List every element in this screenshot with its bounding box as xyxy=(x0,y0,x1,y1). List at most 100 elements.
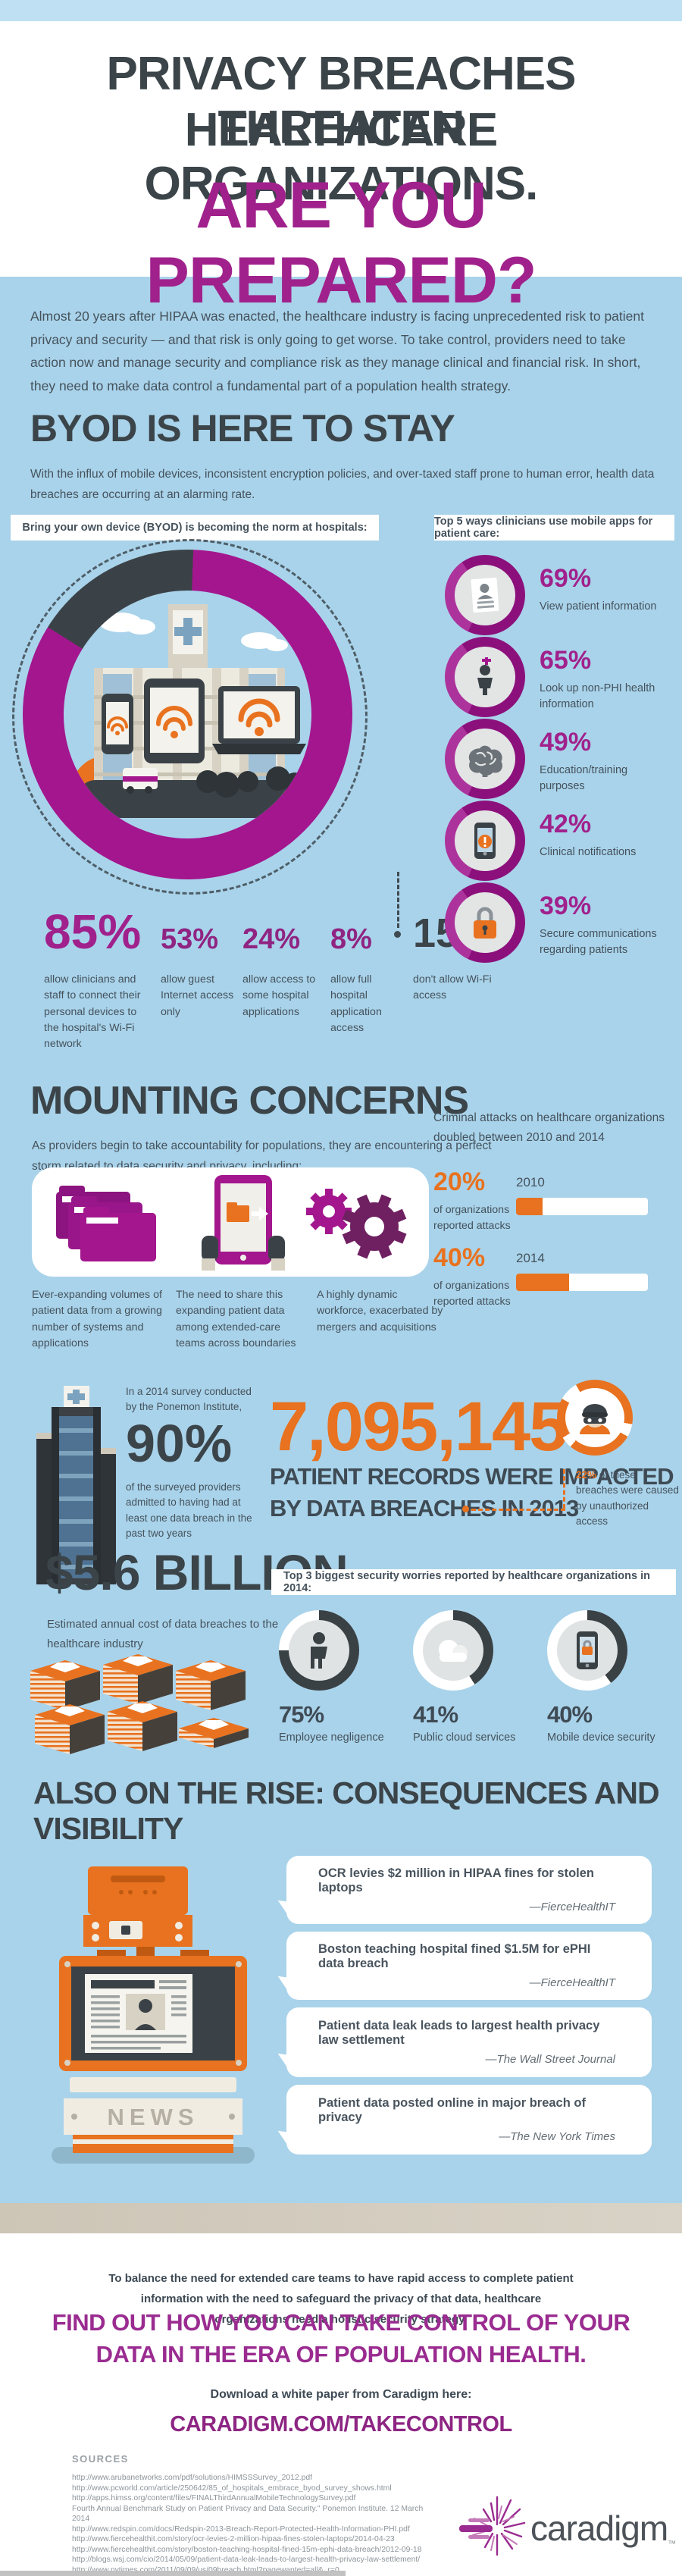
phone-lock-icon xyxy=(557,1620,618,1681)
survey-desc: of the surveyed providers admitted to ha… xyxy=(126,1481,252,1539)
hospital-illustration xyxy=(64,591,311,838)
phone-alert-icon xyxy=(455,810,515,871)
headline-bubble-4: Patient data posted online in major brea… xyxy=(286,2085,652,2155)
stat-8-label: allow full hospital application access xyxy=(330,973,382,1034)
gears-icon xyxy=(300,1180,414,1268)
donut-dashed-outline xyxy=(12,539,368,895)
source-item: http://www.nytimes.com/2011/09/09/us/09b… xyxy=(72,2565,436,2576)
patient-record-icon xyxy=(455,565,515,625)
concern-2-text: The need to share this expanding patient… xyxy=(176,1289,296,1349)
money-stacks-icon xyxy=(30,1653,250,1760)
source-item: http://www.arubanetworks.com/pdf/solutio… xyxy=(72,2474,313,2482)
header-box xyxy=(0,21,682,277)
padlock-icon xyxy=(455,892,515,953)
headline-bubble-2: Boston teaching hospital fined $1.5M for… xyxy=(286,1932,652,2000)
caradigm-logo-text: caradigm xyxy=(530,2509,668,2548)
divider-dot xyxy=(394,931,401,938)
app-stat-5-label: Secure communications regarding patients xyxy=(540,928,657,957)
attacks-title: Criminal attacks on healthcare organizat… xyxy=(433,1111,665,1145)
headline-2-text: Boston teaching hospital fined $1.5M for… xyxy=(318,1942,591,1970)
connector-hline xyxy=(471,1509,565,1511)
balance-statement: To balance the need for extended care te… xyxy=(108,2272,574,2326)
attack-2010-bar-fill xyxy=(516,1198,543,1215)
worry-1-pct: 75% xyxy=(279,1701,324,1728)
concern-1-text: Ever-expanding volumes of patient data f… xyxy=(32,1289,162,1349)
stat-85-pct: 85% xyxy=(44,904,142,959)
news-stand-icon: NEWS xyxy=(52,1866,255,2170)
tablet-wifi-icon xyxy=(144,678,205,763)
unauthorized-note-pct: 22% xyxy=(576,1469,597,1481)
source-item: Fourth Annual Benchmark Study on Patient… xyxy=(72,2504,424,2524)
survey-90-pct: 90% xyxy=(126,1414,233,1473)
folder-transfer xyxy=(227,1202,268,1222)
headline-2-source: —FierceHealthIT xyxy=(529,1976,615,1989)
source-item: http://apps.himss.org/content/files/FINA… xyxy=(72,2494,356,2503)
caradigm-url-link[interactable]: CARADIGM.COM/TAKECONTROL xyxy=(170,2412,512,2437)
headline-4-source: —The New York Times xyxy=(499,2130,615,2143)
stat-24-pct: 24% xyxy=(242,923,301,955)
app-stat-2-label: Look up non-PHI health information xyxy=(540,682,655,711)
headline-bubble-1: OCR levies $2 million in HIPAA fines for… xyxy=(286,1856,652,1924)
caradigm-starburst-icon xyxy=(459,2496,526,2556)
title-question: ARE YOU PREPARED? xyxy=(145,169,537,317)
concern-3-text: A highly dynamic workforce, exacerbated … xyxy=(317,1289,443,1333)
byod-heading: BYOD IS HERE TO STAY xyxy=(30,407,455,450)
burglar-icon xyxy=(565,1388,624,1447)
headline-3-source: —The Wall Street Journal xyxy=(485,2053,615,2066)
app-stat-5-pct: 39% xyxy=(540,892,592,920)
caradigm-logo xyxy=(453,2488,529,2568)
app-stat-4-pct: 42% xyxy=(540,810,592,838)
app-stat-3-pct: 49% xyxy=(540,728,592,757)
stat-15-label: don't allow Wi-Fi access xyxy=(413,973,492,1002)
worries-title: Top 3 biggest security worries reported … xyxy=(271,1569,676,1595)
byod-subtext: With the influx of mobile devices, incon… xyxy=(30,468,655,502)
app-stat-circle-5 xyxy=(445,882,525,963)
title-line2: HEALTHCARE ORGANIZATIONS. xyxy=(144,104,539,210)
app-stat-2-pct: 65% xyxy=(540,646,592,675)
connector-vline xyxy=(563,1469,565,1509)
person-cross-icon xyxy=(455,647,515,707)
worry-donut-2 xyxy=(413,1610,493,1691)
headline-bubble-3: Patient data leak leads to largest healt… xyxy=(286,2007,652,2077)
brain-icon xyxy=(455,729,515,789)
source-item: http://www.redspin.com/docs/Redspin-2013… xyxy=(72,2524,410,2534)
footer-background xyxy=(0,2233,682,2576)
folders-icon xyxy=(55,1180,176,1268)
attack-2014-pct: 40% xyxy=(433,1243,486,1272)
source-item: http://www.pcworld.com/article/250642/85… xyxy=(72,2484,392,2493)
attack-2014-bar-fill xyxy=(516,1274,569,1291)
stat-8-pct: 8% xyxy=(330,923,372,955)
worry-2-pct: 41% xyxy=(413,1701,458,1728)
records-caption-2: BY DATA BREACHES IN 2013 xyxy=(270,1495,579,1521)
app-stat-circle-4 xyxy=(445,801,525,881)
app-stat-circle-2 xyxy=(445,637,525,717)
records-number: 7,095,145 xyxy=(270,1388,568,1465)
worry-1-label: Employee negligence xyxy=(279,1731,384,1744)
app-stat-circle-3 xyxy=(445,719,525,799)
mounting-heading: MOUNTING CONCERNS xyxy=(30,1079,469,1123)
attack-2010-pct: 20% xyxy=(433,1167,486,1196)
connector-dot xyxy=(462,1506,469,1512)
attack-2010-desc: of organizations reported attacks xyxy=(433,1204,511,1233)
stat-53-label: allow guest Internet access only xyxy=(161,973,234,1018)
cloud-icon xyxy=(423,1620,483,1681)
floor-strip xyxy=(0,2203,682,2233)
intro-paragraph: Almost 20 years after HIPAA was enacted,… xyxy=(30,309,644,393)
byod-wifi-donut-chart xyxy=(23,550,352,879)
cta-line2: DATA IN THE ERA OF POPULATION HEALTH. xyxy=(95,2341,587,2368)
rise-heading: ALSO ON THE RISE: CONSEQUENCES AND VISIB… xyxy=(33,1775,660,1846)
ambulance-icon xyxy=(123,768,158,794)
laptop-wifi-icon xyxy=(212,686,306,754)
cta-line1: FIND OUT HOW YOU CAN TAKE CONTROL OF YOU… xyxy=(52,2309,630,2336)
source-item: http://www.fiercehealthit.com/story/ocr-… xyxy=(72,2535,395,2544)
hospital-scene-icon xyxy=(64,604,306,818)
news-sign-label: NEWS xyxy=(108,2104,199,2130)
app-stat-1-pct: 69% xyxy=(540,564,592,593)
app-stat-circle-1 xyxy=(445,555,525,635)
worry-3-pct: 40% xyxy=(547,1701,593,1728)
caradigm-trademark: ™ xyxy=(668,2540,676,2549)
stat-85-label: allow clinicians and staff to connect th… xyxy=(44,973,141,1051)
headline-1-text: OCR levies $2 million in HIPAA fines for… xyxy=(318,1866,594,1894)
unauthorized-note-text: of these breaches were caused by unautho… xyxy=(576,1469,679,1527)
sources-list: http://www.arubanetworks.com/pdf/solutio… xyxy=(72,2473,436,2575)
